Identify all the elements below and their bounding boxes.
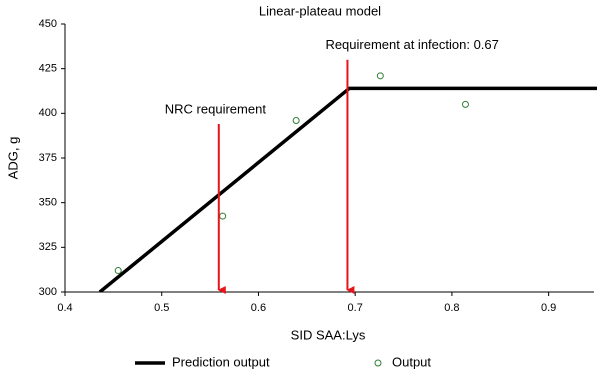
data-point — [376, 72, 384, 80]
y-tick-label: 375 — [39, 152, 57, 164]
y-tick-label: 300 — [39, 286, 57, 298]
x-tick-label: 0.8 — [444, 302, 459, 314]
y-tick-label: 400 — [39, 107, 57, 119]
x-tick-label: 0.9 — [541, 302, 556, 314]
x-tick-label: 0.7 — [348, 302, 363, 314]
legend-swatch — [374, 359, 382, 367]
x-tick-label: 0.5 — [154, 302, 169, 314]
y-axis-label: ADG, g — [5, 137, 20, 180]
data-point — [114, 267, 122, 275]
x-axis-label: SID SAA:Lys — [291, 327, 366, 342]
x-tick-label: 0.4 — [57, 302, 72, 314]
y-tick-label: 350 — [39, 197, 57, 209]
chart-title: Linear-plateau model — [259, 3, 381, 18]
y-tick-label: 425 — [39, 63, 57, 75]
y-tick-label: 450 — [39, 18, 57, 30]
annotation-text: NRC requirement — [165, 101, 267, 116]
data-point — [292, 116, 300, 124]
data-point — [219, 212, 227, 220]
annotation-text: Requirement at infection: 0.67 — [325, 37, 498, 52]
legend-label: Output — [392, 354, 431, 369]
x-tick-label: 0.6 — [251, 302, 266, 314]
prediction-line — [98, 86, 597, 292]
y-tick-label: 325 — [39, 241, 57, 253]
data-point — [461, 100, 469, 108]
legend-label: Prediction output — [172, 354, 270, 369]
